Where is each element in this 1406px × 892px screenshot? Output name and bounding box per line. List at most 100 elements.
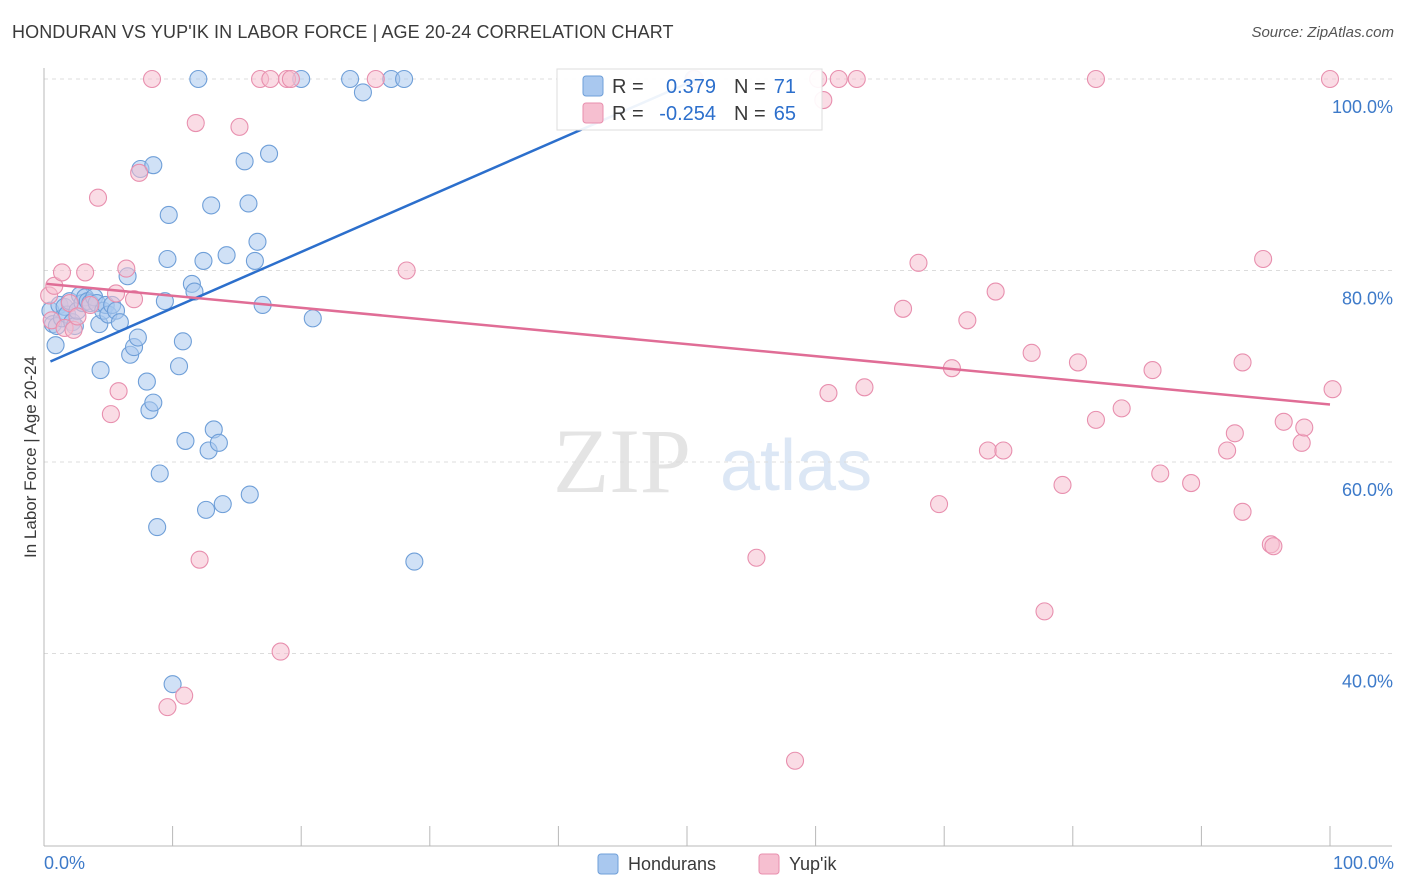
- yupik-point: [397, 261, 416, 280]
- yupik-point: [829, 69, 848, 89]
- yupik-point: [1022, 343, 1041, 362]
- stats-swatch-yupik: [582, 102, 604, 124]
- yupik-point: [1218, 441, 1237, 460]
- yupik-point: [1233, 502, 1252, 521]
- yupik-trend-line: [46, 282, 1331, 406]
- yupik-point: [158, 698, 177, 717]
- yupik-point: [1143, 361, 1162, 380]
- yupik-point: [101, 405, 120, 424]
- yupik-point: [855, 378, 874, 397]
- yupik-point: [142, 69, 162, 89]
- honduran-point: [405, 552, 424, 571]
- honduran-point: [189, 69, 208, 89]
- honduran-point: [169, 357, 189, 376]
- honduran-point: [239, 194, 258, 213]
- x-ticks: [43, 826, 1331, 846]
- honduran-point: [245, 251, 264, 270]
- honduran-point: [148, 518, 167, 537]
- yupik-point: [186, 113, 205, 133]
- honduran-point: [91, 361, 110, 380]
- honduran-point: [259, 144, 279, 163]
- honduran-point: [194, 251, 213, 270]
- honduran-point: [217, 246, 236, 265]
- yupik-point: [1274, 412, 1293, 431]
- honduran-point: [128, 328, 147, 347]
- yupik-point: [893, 299, 913, 318]
- honduran-point: [150, 464, 169, 483]
- yupik-point: [1151, 464, 1170, 483]
- legend-swatch-hondurans: [597, 853, 619, 875]
- yupik-point: [747, 548, 766, 567]
- yupik-point: [986, 282, 1005, 301]
- yupik-point: [1225, 424, 1244, 443]
- honduran-point: [353, 83, 372, 102]
- yupik-point: [60, 294, 79, 313]
- honduran-point: [144, 156, 163, 175]
- yupik-point: [261, 69, 280, 89]
- stats-r-value-yupik: -0.254: [659, 103, 716, 125]
- yupik-point: [88, 188, 108, 207]
- y-tick-labels: 100.0% 80.0% 60.0% 40.0%: [1332, 97, 1393, 692]
- honduran-point: [159, 205, 178, 225]
- yupik-point: [847, 69, 866, 89]
- stats-box: R = 0.379 N = 71 R = -0.254 N = 65: [556, 68, 823, 131]
- stats-r-label-hondurans: R =: [612, 76, 644, 98]
- honduran-point: [163, 675, 182, 694]
- stats-n-value-yupik: 65: [774, 103, 796, 125]
- yupik-point: [909, 253, 928, 272]
- legend: Hondurans Yup'ik: [597, 853, 837, 875]
- yupik-point: [190, 550, 209, 569]
- honduran-point: [202, 196, 221, 215]
- legend-swatch-yupik: [758, 853, 780, 875]
- yupik-point: [1068, 353, 1087, 372]
- honduran-point: [137, 372, 156, 391]
- honduran-point: [303, 309, 322, 328]
- chart-title: HONDURAN VS YUP'IK IN LABOR FORCE | AGE …: [12, 22, 674, 42]
- watermark-atlas: atlas: [720, 426, 872, 506]
- yupik-point: [785, 751, 805, 770]
- x-tick-label-left: 0.0%: [44, 853, 85, 873]
- yupik-point: [117, 259, 136, 278]
- yupik-point: [1086, 410, 1105, 429]
- yupik-point: [1320, 69, 1340, 89]
- yupik-point: [106, 284, 126, 303]
- axes: [43, 68, 1392, 847]
- source-note: Source: ZipAtlas.com: [1251, 24, 1394, 41]
- yupik-point: [1264, 537, 1283, 556]
- y-tick-label: 80.0%: [1342, 289, 1393, 309]
- stats-swatch-hondurans: [582, 75, 604, 97]
- honduran-point: [176, 431, 195, 450]
- yupik-point: [1112, 399, 1131, 418]
- yupik-point: [958, 311, 977, 330]
- stats-n-label-yupik: N =: [734, 103, 766, 125]
- honduran-point: [235, 152, 254, 171]
- honduran-point: [46, 336, 65, 355]
- honduran-point: [213, 495, 232, 514]
- yupik-point: [1035, 602, 1054, 621]
- yupik-point: [1182, 474, 1201, 493]
- honduran-point: [155, 292, 174, 311]
- yupik-point: [1292, 433, 1311, 452]
- yupik-point: [1053, 475, 1072, 495]
- yupik-point: [130, 163, 149, 182]
- yupik-point: [109, 382, 128, 401]
- yupik-point: [1233, 353, 1252, 372]
- yupik-point: [978, 441, 997, 460]
- stats-r-value-hondurans: 0.379: [666, 76, 716, 98]
- stats-n-label-hondurans: N =: [734, 76, 766, 98]
- honduran-point: [173, 332, 192, 351]
- hondurans-points: [41, 69, 703, 694]
- yupik-point: [68, 307, 87, 326]
- yupik-point: [281, 69, 300, 89]
- watermark-zip: ZIP: [553, 410, 691, 512]
- y-tick-label: 60.0%: [1342, 480, 1393, 500]
- yupik-point: [1086, 69, 1105, 89]
- honduran-point: [341, 69, 360, 89]
- honduran-point: [196, 500, 216, 519]
- stats-r-label-yupik: R =: [612, 103, 644, 125]
- yupik-point: [52, 263, 72, 282]
- yupik-point: [76, 263, 95, 282]
- yupik-point: [819, 384, 838, 403]
- honduran-point: [144, 393, 163, 412]
- legend-label-hondurans: Hondurans: [628, 854, 716, 874]
